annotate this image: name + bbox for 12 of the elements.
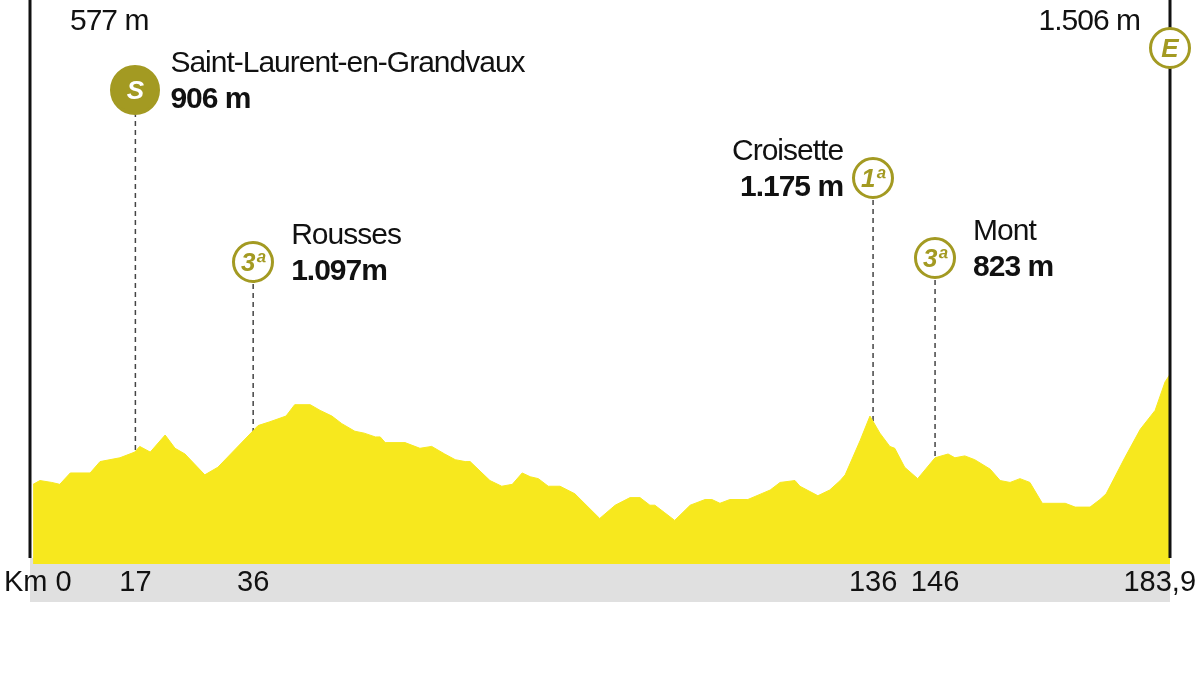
text: S Saint-Laurent-en-Grandvaux 906 m xyxy=(125,44,525,116)
x-tick-label: Km 0 xyxy=(4,565,72,597)
x-tick-label: 136 xyxy=(848,565,898,597)
x-tick-label: 36 xyxy=(237,565,270,597)
x-tick-label: 183,9 xyxy=(1123,565,1196,597)
text: 3ª Rousses 1.097m xyxy=(240,216,401,288)
text: 3ª Mont 823 m xyxy=(922,212,1054,284)
text: 577 m xyxy=(70,2,149,38)
x-tick-label: 146 xyxy=(910,565,960,597)
text: 1ª Croisette 1.175 m xyxy=(732,132,887,204)
text: E 1.506 m xyxy=(1038,3,1180,65)
x-tick-label: 17 xyxy=(119,565,152,597)
